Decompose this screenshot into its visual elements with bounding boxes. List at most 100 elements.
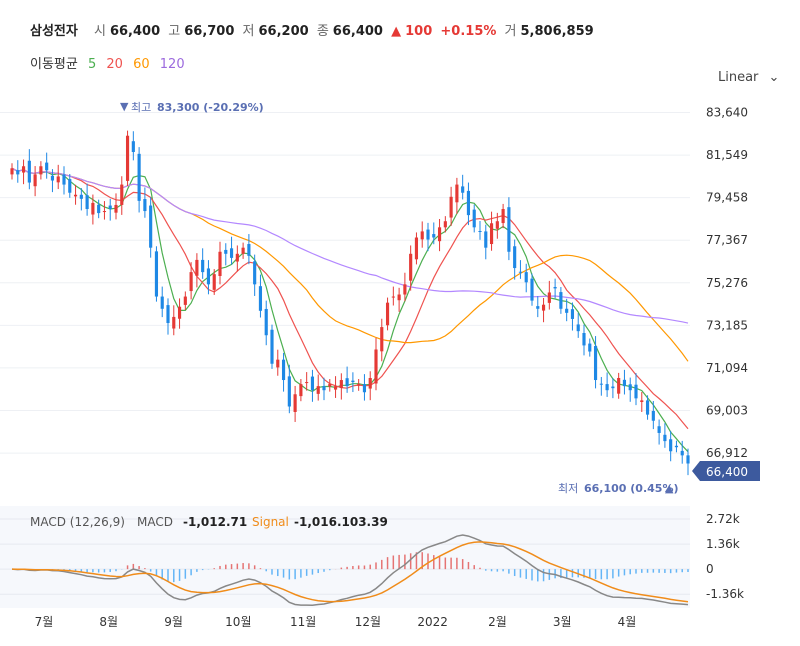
candle-body bbox=[293, 394, 297, 412]
signal-line bbox=[11, 541, 689, 603]
candle-body bbox=[501, 209, 505, 224]
candle-body bbox=[362, 384, 367, 393]
candle-body bbox=[484, 231, 488, 248]
candle-body bbox=[149, 205, 153, 248]
x-tick-label: 2월 bbox=[488, 615, 507, 629]
y-tick-label: 75,276 bbox=[706, 276, 748, 290]
y-tick-label: 71,094 bbox=[706, 361, 748, 375]
candle-body bbox=[472, 209, 476, 228]
volume-value: 5,806,859 bbox=[520, 24, 594, 39]
x-tick-label: 7월 bbox=[35, 615, 54, 629]
chevron-down-icon: ⌄ bbox=[768, 70, 780, 85]
signal-value: -1,016.103.39 bbox=[294, 515, 388, 529]
ma120-legend[interactable]: 120 bbox=[159, 57, 185, 72]
candle-body bbox=[102, 211, 107, 213]
candle-body bbox=[189, 272, 193, 292]
x-tick-label: 8월 bbox=[99, 615, 118, 629]
candle-body bbox=[224, 249, 228, 254]
candle-body bbox=[657, 426, 661, 433]
macd-line bbox=[11, 534, 689, 606]
candle-body bbox=[68, 179, 72, 193]
x-tick-label: 3월 bbox=[553, 615, 572, 629]
candle-body bbox=[357, 384, 361, 386]
candle-body bbox=[45, 162, 49, 171]
max-value: 83,300 (-20.29%) bbox=[157, 101, 264, 114]
candle-body bbox=[669, 439, 673, 452]
stock-header: 삼성전자 시 66,400 고 66,700 저 66,200 종 66,400 ▲ 10… bbox=[0, 0, 800, 72]
macd-y-tick-label: -1.36k bbox=[706, 587, 744, 601]
candle-body bbox=[177, 306, 182, 319]
candle-body bbox=[97, 204, 101, 214]
candle-body bbox=[461, 186, 465, 193]
candle-body bbox=[634, 384, 638, 399]
min-value: 66,100 (0.45%) bbox=[584, 482, 679, 495]
last-price-badge-shape bbox=[692, 461, 760, 481]
candle-body bbox=[605, 384, 609, 391]
candle-body bbox=[513, 246, 517, 269]
price-axis: 83,640 81,549 79,458 77,367 75,276 73,185 71,0… bbox=[706, 106, 748, 461]
y-tick-label: 81,549 bbox=[706, 148, 748, 162]
candle-body bbox=[154, 251, 159, 297]
ma5-legend[interactable]: 5 bbox=[87, 57, 97, 72]
candle-body bbox=[449, 196, 453, 218]
macd-lines bbox=[11, 534, 689, 606]
candle-body bbox=[368, 377, 372, 389]
candle-body bbox=[345, 378, 349, 387]
candle-body bbox=[680, 450, 684, 456]
candle-body bbox=[443, 221, 447, 228]
scale-toggle-button[interactable]: Linear ⌄ bbox=[718, 70, 779, 85]
last-price-value: 66,400 bbox=[706, 465, 748, 479]
change-pct: +0.15% bbox=[440, 24, 497, 39]
candle-body bbox=[241, 247, 245, 254]
candle-body bbox=[645, 400, 650, 415]
candle-body bbox=[253, 261, 257, 285]
ma-legend-label: 이동평균 bbox=[30, 57, 78, 72]
candle-body bbox=[686, 455, 690, 464]
candle-body bbox=[478, 230, 482, 232]
moving-average-lines bbox=[11, 167, 689, 453]
x-tick-label: 10월 bbox=[225, 615, 251, 629]
candle-body bbox=[622, 379, 627, 387]
candle-body bbox=[593, 346, 598, 381]
candle-body bbox=[91, 202, 95, 215]
ma20-line bbox=[11, 167, 689, 430]
ma20-legend[interactable]: 20 bbox=[106, 57, 123, 72]
macd-pane-bg bbox=[0, 506, 690, 608]
candle-body bbox=[432, 234, 436, 238]
candle-body bbox=[565, 308, 569, 313]
candlesticks bbox=[10, 130, 690, 476]
candle-body bbox=[489, 223, 494, 245]
candle-body bbox=[391, 296, 395, 298]
y-tick-label: 66,912 bbox=[706, 446, 748, 460]
stock-name: 삼성전자 bbox=[30, 24, 78, 39]
candle-body bbox=[10, 168, 14, 175]
candle-body bbox=[507, 207, 511, 252]
candle-body bbox=[409, 253, 413, 281]
candle-body bbox=[351, 380, 355, 383]
ma120-line bbox=[11, 167, 689, 324]
candle-body bbox=[229, 248, 234, 258]
candle-body bbox=[611, 386, 615, 389]
candle-body bbox=[374, 349, 378, 384]
candle-body bbox=[333, 386, 338, 390]
candle-body bbox=[674, 445, 679, 448]
candle-body bbox=[125, 135, 130, 181]
candle-body bbox=[143, 199, 147, 212]
macd-value: -1,012.71 bbox=[183, 515, 247, 529]
price-summary: 삼성전자 시 66,400 고 66,700 저 66,200 종 66,400 ▲ 10… bbox=[30, 20, 598, 39]
macd-histogram bbox=[17, 552, 689, 583]
macd-series-name: MACD bbox=[137, 515, 173, 529]
candle-body bbox=[247, 244, 251, 256]
ma60-legend[interactable]: 60 bbox=[133, 57, 150, 72]
candle-body bbox=[287, 376, 291, 407]
candle-body bbox=[56, 176, 60, 183]
candle-body bbox=[414, 237, 419, 260]
candle-body bbox=[131, 141, 135, 153]
x-tick-label: 4월 bbox=[618, 615, 637, 629]
candle-body bbox=[518, 271, 523, 273]
candle-body bbox=[495, 221, 499, 229]
x-tick-label: 2022 bbox=[417, 615, 448, 629]
candle-body bbox=[663, 434, 667, 442]
y-tick-label: 73,185 bbox=[706, 318, 748, 332]
